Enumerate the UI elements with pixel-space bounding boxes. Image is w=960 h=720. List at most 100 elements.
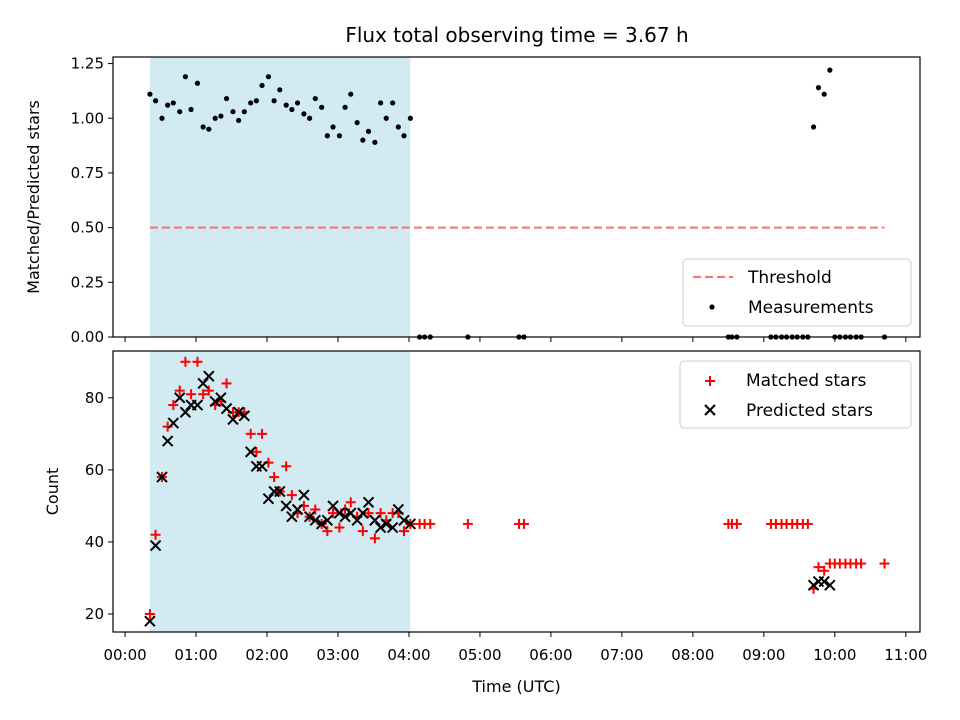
measurement-point [407,115,413,121]
marker-stroke [345,507,357,519]
legend-predicted-swatch [704,404,716,416]
predicted-star-marker [161,435,174,447]
predicted-star-marker [339,511,351,523]
marker-stroke [392,503,405,516]
x-tick-label: 09:00 [742,646,785,664]
predicted-star-marker [167,417,180,429]
matched-star-marker [251,446,262,457]
axes-frame [112,350,921,633]
predicted-star-marker [303,511,316,523]
marker-stroke [262,492,275,505]
predicted-star-marker [380,518,392,530]
measurement-point [319,104,325,110]
matched-star-marker [192,356,203,367]
matched-star-marker [369,533,380,544]
predicted-star-marker [321,514,334,527]
measurement-point [170,100,176,106]
y-tick-label: 1.00 [71,109,104,127]
matched-star-marker [802,518,813,529]
predicted-star-marker [144,615,156,627]
matched-star-marker [186,389,197,400]
top-panel: 0.00 0.25 0.50 0.75 1.00 1.25 Matched/Predicte… [24,55,921,346]
predicted-star-marker [280,500,292,512]
measurement-point [182,74,188,80]
measurement-point [230,109,236,115]
predicted-star-marker [315,518,328,530]
matched-star-marker [310,504,321,515]
y-tick-label: 40 [85,533,104,551]
predicted-star-marker [392,503,405,516]
measurement-point [324,133,330,139]
measurement-point [354,120,360,126]
marker-stroke [327,500,339,512]
marker-stroke [227,413,239,426]
measurement-point [401,133,407,139]
marker-stroke [824,579,836,591]
predicted-star-marker [351,514,363,527]
marker-stroke [191,399,204,411]
measurement-point [165,102,171,108]
legend-measurement-swatch [709,304,715,310]
measurement-point [360,137,366,143]
measurement-point [390,100,396,106]
matched-star-marker [856,558,867,569]
matched-star-marker [168,400,179,411]
measurement-point [259,82,265,89]
measurement-point [212,115,218,121]
matched-star-marker [257,428,268,439]
predicted-star-marker [149,539,162,552]
matched-star-marker [144,608,155,619]
matched-star-marker [375,508,386,519]
marker-stroke [351,514,363,527]
legend-predicted-label: Predicted stars [746,401,873,421]
marker-stroke [232,406,245,418]
measurement-point [312,95,318,102]
predicted-star-marker [197,377,209,390]
matched-star-marker [462,518,473,529]
measurement-point [377,100,384,106]
predicted-star-marker [398,514,410,527]
measurement-point [200,124,206,130]
marker-stroke [380,518,392,530]
predicted-star-marker [220,402,233,415]
matched-star-marker [813,562,824,573]
measurement-point [177,109,183,115]
marker-stroke [362,496,375,509]
observing-window-shading [149,57,411,337]
measurement-point [218,113,224,119]
x-tick-label: 06:00 [529,646,572,664]
matched-star-marker [198,389,209,400]
marker-stroke [215,392,227,404]
measurement-point [236,117,242,124]
marker-stroke [256,460,268,472]
measurement-point [294,100,301,106]
measurement-point [342,104,348,110]
y-tick-label: 80 [85,389,104,407]
predicted-star-marker [369,514,381,527]
marker-stroke [369,514,381,527]
marker-stroke [209,395,221,408]
y-tick-label: 0.00 [71,328,104,346]
x-tick-label: 11:00 [884,646,927,664]
measurement-point [241,109,247,115]
predicted-star-marker [191,399,204,411]
marker-stroke [315,518,328,530]
predicted-star-marker [298,489,310,501]
legend-measurement-label: Measurements [748,298,874,318]
x-tick-label: 08:00 [671,646,714,664]
matched-star-marker [819,565,830,576]
measurement-point [147,91,153,97]
marker-stroke [274,485,286,498]
axes-frame [112,56,921,338]
marker-stroke [818,575,830,588]
matched-star-marker [425,518,436,529]
marker-stroke [179,406,192,418]
matched-star-marker [345,497,356,508]
measurement-point [383,115,389,121]
marker-stroke [161,435,174,447]
measurement-point [810,124,817,130]
measurement-point [395,124,401,130]
x-tick-label: 04:00 [387,646,430,664]
measurement-point [827,67,833,73]
